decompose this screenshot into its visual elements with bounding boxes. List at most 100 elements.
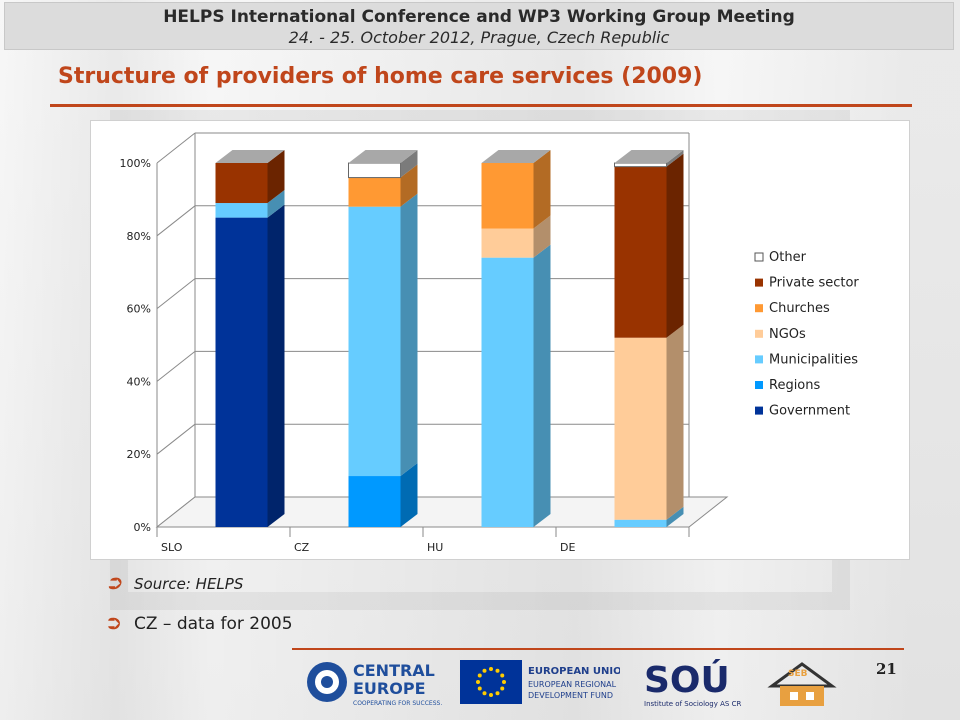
- bar-segment: [348, 476, 401, 527]
- bar-top: [348, 150, 418, 163]
- legend-label: Regions: [769, 378, 821, 393]
- gridline-side: [156, 351, 196, 382]
- legend-swatch: [755, 355, 763, 364]
- x-tick-label: SLO: [161, 541, 183, 554]
- institute-of-sociology-logo: SOÚ Institute of Sociology AS CR: [644, 659, 741, 708]
- eu-star-icon: [477, 686, 482, 691]
- logo-text: SOÚ: [644, 659, 730, 701]
- eu-star-icon: [482, 691, 487, 696]
- x-tick-label: CZ: [294, 541, 310, 554]
- conference-date-location: 24. - 25. October 2012, Prague, Czech Re…: [288, 28, 670, 47]
- bar-segment-side: [666, 506, 684, 527]
- page-number: 21: [876, 660, 897, 678]
- bullet-text: CZ – data for 2005: [134, 614, 293, 634]
- legend-label: Churches: [769, 301, 830, 316]
- logo-text: Institute of Sociology AS CR: [644, 700, 741, 708]
- legend-label: Other: [769, 250, 807, 265]
- footer-divider: [292, 648, 904, 650]
- title-divider: [50, 104, 912, 107]
- eu-star-icon: [495, 668, 500, 673]
- bar-segment: [215, 217, 268, 527]
- gridline-side: [156, 278, 196, 309]
- bullet-cz-note: ⮊ CZ – data for 2005: [108, 614, 293, 634]
- eu-star-icon: [495, 691, 500, 696]
- x-tick-label: HU: [427, 541, 443, 554]
- bar-segment-side: [267, 190, 285, 218]
- bar-segment: [614, 519, 667, 527]
- legend-swatch: [754, 252, 764, 262]
- legend-swatch: [755, 381, 763, 389]
- y-tick-label: 80%: [127, 230, 151, 243]
- slide-title: Structure of providers of home care serv…: [58, 64, 703, 89]
- bar-segment-side: [533, 150, 551, 229]
- eu-star-icon: [500, 673, 505, 678]
- bar-segment: [614, 166, 667, 338]
- central-europe-logo: CENTRAL EUROPE COOPERATING FOR SUCCESS.: [307, 661, 442, 707]
- y-tick-label: 60%: [127, 303, 151, 316]
- legend-label: NGOs: [769, 327, 806, 342]
- logo-text: COOPERATING FOR SUCCESS.: [353, 700, 442, 707]
- bar-segment-side: [267, 204, 285, 527]
- legend-label: Government: [769, 404, 850, 419]
- gridline-side: [156, 205, 196, 237]
- bar-top: [215, 150, 285, 163]
- legend-swatch: [755, 329, 763, 338]
- eu-star-icon: [489, 693, 493, 697]
- seb-house-logo: SEB: [767, 662, 837, 706]
- bar-segment-side: [400, 150, 418, 178]
- bar-segment: [481, 257, 534, 527]
- bar-segment-side: [267, 150, 285, 204]
- eu-star-icon: [476, 680, 480, 684]
- bar-segment: [215, 203, 268, 218]
- eu-star-icon: [477, 673, 482, 678]
- bar-segment: [348, 177, 401, 207]
- bar-segment-side: [666, 150, 684, 167]
- gridline-side: [156, 423, 196, 455]
- eu-star-icon: [482, 668, 487, 673]
- chart-container: 0% 20% 40% 60% 80% 100% SLO CZ HU DE Other Private …: [90, 120, 910, 560]
- bar-segment-side: [666, 324, 684, 520]
- logo-text: SEB: [788, 669, 808, 679]
- bar-segment-side: [533, 244, 551, 527]
- bar-segment-side: [400, 164, 418, 207]
- bar-segment: [348, 162, 401, 179]
- bullet-source: ⮊ Source: HELPS: [108, 574, 243, 594]
- legend-swatch: [755, 406, 763, 415]
- bar-segment: [348, 206, 401, 477]
- bar-segment: [481, 163, 534, 229]
- bar-segment-side: [400, 463, 418, 527]
- bar-segment-side: [533, 215, 551, 258]
- arrow-bullet-icon: ⮊: [108, 614, 121, 633]
- logo-text: EUROPEAN UNION: [528, 666, 620, 677]
- eu-flag-logo: EUROPEAN UNION EUROPEAN REGIONAL DEVELOP…: [460, 660, 620, 704]
- logo-text: EUROPEAN REGIONAL: [528, 680, 617, 689]
- legend-label: Municipalities: [769, 352, 858, 367]
- y-tick-label: 100%: [120, 157, 151, 170]
- bar-top: [481, 150, 551, 163]
- bar-segment: [215, 163, 268, 204]
- bar-segment: [481, 228, 534, 258]
- bar-segment-side: [400, 193, 418, 477]
- bar-segment: [614, 337, 667, 520]
- arrow-bullet-icon: ⮊: [108, 574, 121, 593]
- x-tick-label: DE: [560, 541, 575, 554]
- y-tick-label: 20%: [127, 448, 151, 461]
- logo-text: DEVELOPMENT FUND: [528, 691, 613, 700]
- bar-segment: [614, 162, 667, 168]
- eu-star-icon: [502, 680, 506, 684]
- legend-swatch: [755, 278, 763, 287]
- conference-title: HELPS International Conference and WP3 W…: [163, 7, 795, 27]
- bar-top: [614, 150, 684, 163]
- gridline-side: [156, 132, 196, 164]
- bullet-text: Source: HELPS: [134, 575, 244, 593]
- conference-header: HELPS International Conference and WP3 W…: [4, 2, 954, 50]
- y-tick-label: 0%: [134, 521, 151, 534]
- y-tick-label: 40%: [127, 375, 151, 388]
- legend-swatch: [755, 304, 763, 313]
- logo-text: EUROPE: [353, 679, 426, 698]
- eu-star-icon: [489, 667, 493, 671]
- logo-text: CENTRAL: [353, 661, 435, 680]
- legend-label: Private sector: [769, 276, 859, 291]
- stacked-bar-chart: 0% 20% 40% 60% 80% 100% SLO CZ HU DE Other Private …: [120, 132, 859, 554]
- bar-segment-side: [666, 153, 684, 338]
